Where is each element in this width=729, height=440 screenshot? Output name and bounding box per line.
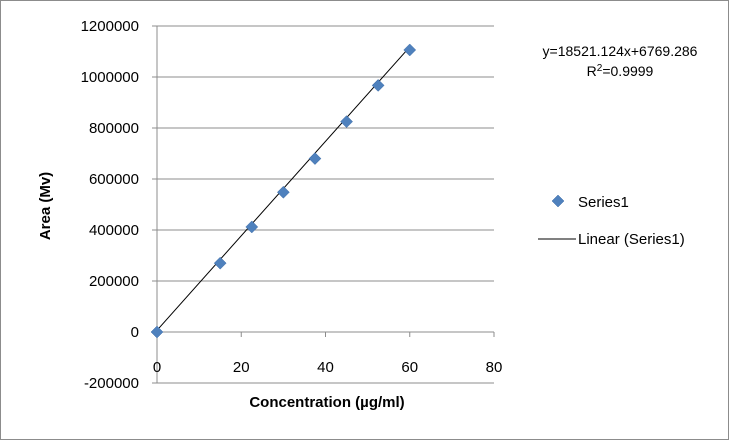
trendline-equation: y=18521.124x+6769.286 R2=0.9999 bbox=[543, 43, 698, 79]
data-point-7 bbox=[403, 43, 417, 57]
data-point-2 bbox=[245, 220, 259, 234]
x-tick-labels: 0 20 40 60 80 bbox=[153, 359, 503, 376]
series-points bbox=[150, 43, 417, 339]
trendline-equation-text: y=18521.124x+6769.286 bbox=[543, 43, 698, 59]
y-tick-label-1: 0 bbox=[131, 324, 139, 341]
data-point-6 bbox=[371, 79, 385, 92]
data-point-3 bbox=[277, 185, 290, 199]
legend-label-series1: Series1 bbox=[578, 194, 629, 211]
y-axis-title: Area (Mv) bbox=[37, 172, 54, 240]
x-tick-label-0: 0 bbox=[153, 359, 161, 376]
y-tick-label-2: 200000 bbox=[89, 273, 139, 290]
axes bbox=[152, 25, 495, 384]
data-point-4 bbox=[308, 152, 322, 165]
data-point-1 bbox=[213, 256, 227, 270]
gridlines bbox=[157, 25, 494, 384]
legend-label-trendline: Linear (Series1) bbox=[578, 231, 685, 248]
y-tick-label-4: 600000 bbox=[89, 171, 139, 188]
legend: Series1 Linear (Series1) bbox=[538, 194, 685, 248]
y-tick-label-7: 1200000 bbox=[81, 18, 139, 35]
y-tick-label-5: 800000 bbox=[89, 120, 139, 137]
x-tick-label-1: 20 bbox=[233, 359, 250, 376]
legend-marker-series1 bbox=[551, 194, 565, 208]
trendline-r2-text: R2=0.9999 bbox=[587, 63, 654, 79]
data-point-5 bbox=[340, 115, 353, 128]
y-tick-labels: -200000 0 200000 400000 600000 800000 1000000 1… bbox=[81, 18, 139, 392]
data-point-0 bbox=[150, 325, 164, 339]
y-tick-label-3: 400000 bbox=[89, 222, 139, 239]
x-tick-label-3: 60 bbox=[401, 359, 418, 376]
x-axis-title: Concentration (µg/ml) bbox=[249, 394, 404, 411]
y-tick-label-6: 1000000 bbox=[81, 69, 139, 86]
x-tick-label-4: 80 bbox=[486, 359, 503, 376]
y-tick-label-0: -200000 bbox=[84, 375, 139, 392]
x-tick-label-2: 40 bbox=[317, 359, 334, 376]
